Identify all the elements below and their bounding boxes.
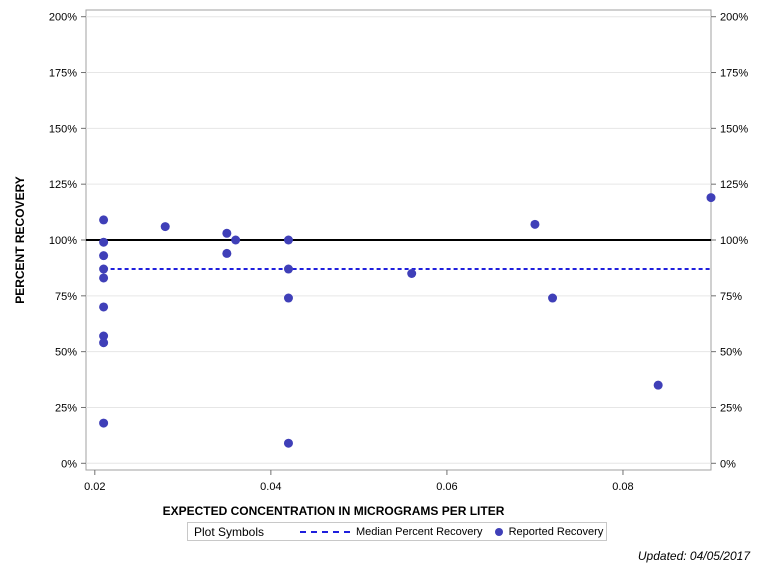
y-tick-label-left: 0%: [61, 458, 77, 470]
data-point: [99, 338, 109, 348]
y-tick-label-left: 100%: [49, 235, 77, 247]
y-tick-label-left: 200%: [49, 12, 77, 24]
data-point: [283, 438, 293, 448]
data-point: [99, 273, 109, 283]
x-tick-label: 0.02: [84, 481, 105, 493]
data-point: [653, 380, 663, 390]
data-point: [222, 248, 232, 258]
y-tick-label-right: 200%: [720, 12, 748, 24]
data-point: [99, 215, 109, 225]
legend-median-label: Median Percent Recovery: [356, 525, 483, 538]
y-tick-label-left: 125%: [49, 179, 77, 191]
data-point: [283, 264, 293, 274]
data-point: [99, 302, 109, 312]
y-tick-label-left: 50%: [55, 347, 77, 359]
legend-item-median: Median Percent Recovery: [300, 526, 483, 538]
y-tick-label-left: 150%: [49, 123, 77, 135]
data-point: [548, 293, 558, 303]
y-tick-label-right: 50%: [720, 347, 742, 359]
y-tick-label-right: 25%: [720, 402, 742, 414]
data-point: [530, 219, 540, 229]
data-point: [99, 251, 109, 261]
y-axis-title: PERCENT RECOVERY: [13, 176, 27, 304]
data-point: [160, 222, 170, 232]
data-point: [407, 268, 417, 278]
updated-date: Updated: 04/05/2017: [637, 549, 750, 563]
data-point: [99, 418, 109, 428]
data-point: [231, 235, 241, 245]
x-tick-label: 0.08: [612, 481, 633, 493]
y-tick-label-right: 175%: [720, 68, 748, 80]
data-point: [283, 293, 293, 303]
legend-reported-label: Reported Recovery: [508, 525, 604, 538]
x-axis-title: EXPECTED CONCENTRATION IN MICROGRAMS PER…: [163, 504, 505, 518]
data-point: [99, 331, 109, 341]
y-tick-label-right: 100%: [720, 235, 748, 247]
x-tick-label: 0.04: [260, 481, 281, 493]
y-tick-label-right: 0%: [720, 458, 736, 470]
legend-item-reported: Reported Recovery: [489, 525, 604, 538]
data-point: [99, 237, 109, 247]
data-point: [706, 193, 716, 203]
data-point: [283, 235, 293, 245]
y-tick-label-right: 125%: [720, 179, 748, 191]
y-tick-label-right: 150%: [720, 123, 748, 135]
y-tick-label-left: 25%: [55, 402, 77, 414]
dashed-line-icon: [300, 530, 350, 533]
y-tick-label-left: 75%: [55, 291, 77, 303]
dot-marker-icon: [494, 527, 503, 536]
data-point: [222, 228, 232, 238]
data-point: [99, 264, 109, 274]
legend-title: Plot Symbols: [194, 524, 265, 539]
x-tick-label: 0.06: [436, 481, 457, 493]
y-tick-label-right: 75%: [720, 291, 742, 303]
legend: Plot Symbols Median Percent Recovery Rep…: [187, 522, 607, 541]
y-tick-label-left: 175%: [49, 68, 77, 80]
